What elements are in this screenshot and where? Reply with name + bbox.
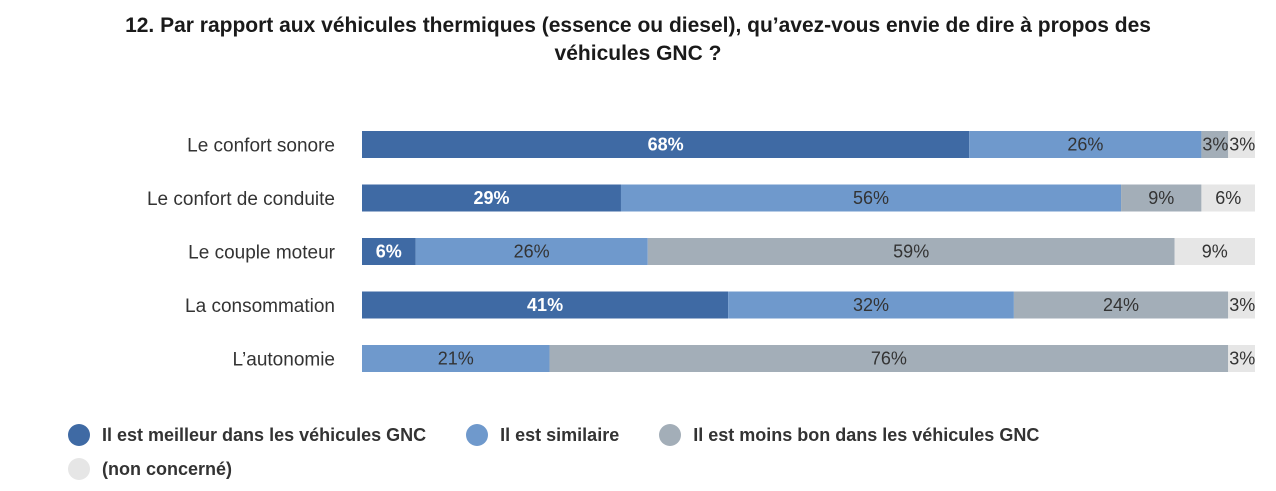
- legend-marker-meilleur: [68, 424, 90, 446]
- category-label-l-autonomie: L’autonomie: [233, 350, 335, 371]
- bar-segment-la-consommation-s2: [1013, 291, 1229, 319]
- stacked-bar-chart: Le confort sonore 68% 26% 3% 3%Le confort de…: [147, 131, 1255, 372]
- bar-segment-le-confort-de-conduite-s1: [620, 184, 1122, 212]
- bar-segment-le-confort-de-conduite-s2: [1121, 184, 1202, 212]
- bar-segment-la-consommation-s3: [1228, 291, 1255, 319]
- bar-segment-le-confort-sonore-s0: [362, 131, 970, 158]
- bar-segment-le-confort-de-conduite-s3: [1201, 184, 1255, 212]
- legend-item-non-concerne: (non concerné): [68, 458, 232, 480]
- data-label-le-confort-de-conduite-s3: 6%: [1215, 188, 1241, 208]
- bar-segment-le-couple-moteur-s1: [415, 238, 648, 265]
- data-label-le-confort-sonore-s0: 68%: [648, 135, 684, 155]
- data-label-le-confort-de-conduite-s1: 56%: [853, 188, 889, 208]
- data-label-l-autonomie-s3: 3%: [1229, 349, 1255, 369]
- bar-segment-le-couple-moteur-s3: [1174, 238, 1255, 265]
- data-label-l-autonomie-s1: 21%: [438, 349, 474, 369]
- data-label-le-confort-sonore-s3: 3%: [1229, 135, 1255, 155]
- data-label-la-consommation-s3: 3%: [1229, 295, 1255, 315]
- data-label-le-couple-moteur-s1: 26%: [514, 242, 550, 262]
- chart-title-line-1: 12. Par rapport aux véhicules thermiques…: [125, 14, 1151, 37]
- data-label-le-confort-de-conduite-s0: 29%: [473, 188, 509, 208]
- data-label-la-consommation-s2: 24%: [1103, 295, 1139, 315]
- chart-title-line-2: véhicules GNC ?: [554, 42, 722, 65]
- category-label-le-confort-de-conduite: Le confort de conduite: [147, 189, 335, 210]
- category-label-le-confort-sonore: Le confort sonore: [187, 136, 335, 157]
- category-label-la-consommation: La consommation: [185, 296, 335, 317]
- chart-title: 12. Par rapport aux véhicules thermiques…: [0, 12, 1276, 68]
- data-label-le-confort-sonore-s2: 3%: [1202, 135, 1228, 155]
- data-label-la-consommation-s1: 32%: [853, 295, 889, 315]
- legend-label-non-concerne: (non concerné): [102, 458, 233, 479]
- data-label-la-consommation-s0: 41%: [527, 295, 563, 315]
- bar-segment-le-confort-sonore-s3: [1228, 131, 1255, 158]
- data-label-le-confort-de-conduite-s2: 9%: [1148, 188, 1174, 208]
- legend-marker-moins-bon: [659, 424, 682, 446]
- bar-segment-le-confort-sonore-s1: [969, 131, 1202, 158]
- bar-segment-le-confort-de-conduite-s0: [362, 184, 621, 212]
- data-label-le-couple-moteur-s0: 6%: [376, 242, 402, 262]
- legend-item-similaire: Il est similaire: [466, 424, 619, 446]
- bar-segment-le-couple-moteur-s0: [362, 238, 416, 265]
- data-label-le-couple-moteur-s2: 59%: [893, 242, 929, 262]
- bar-segment-le-confort-sonore-s2: [1201, 131, 1229, 158]
- legend-marker-similaire: [466, 424, 489, 446]
- legend-item-meilleur: Il est meilleur dans les véhicules GNC: [68, 424, 426, 446]
- chart-legend: Il est meilleur dans les véhicules GNC I…: [68, 420, 1248, 488]
- data-label-le-couple-moteur-s3: 9%: [1202, 242, 1228, 262]
- legend-item-moins-bon: Il est moins bon dans les véhicules GNC: [659, 424, 1039, 446]
- bar-segment-la-consommation-s0: [362, 291, 729, 319]
- legend-row-2: (non concerné): [68, 454, 1248, 484]
- legend-label-similaire: Il est similaire: [500, 424, 620, 445]
- bar-segment-la-consommation-s1: [728, 291, 1014, 319]
- legend-label-moins-bon: Il est moins bon dans les véhicules GNC: [693, 424, 1040, 445]
- legend-marker-non-concerne: [68, 458, 90, 480]
- data-label-le-confort-sonore-s1: 26%: [1067, 135, 1103, 155]
- category-label-le-couple-moteur: Le couple moteur: [188, 243, 335, 264]
- bar-segment-le-couple-moteur-s2: [647, 238, 1175, 265]
- data-label-l-autonomie-s2: 76%: [871, 349, 907, 369]
- legend-label-meilleur: Il est meilleur dans les véhicules GNC: [102, 424, 427, 445]
- bar-segment-l-autonomie-s2: [549, 345, 1229, 372]
- bar-segment-l-autonomie-s3: [1228, 345, 1255, 372]
- bar-segment-l-autonomie-s1: [362, 345, 550, 372]
- legend-row-1: Il est meilleur dans les véhicules GNC I…: [68, 420, 1248, 450]
